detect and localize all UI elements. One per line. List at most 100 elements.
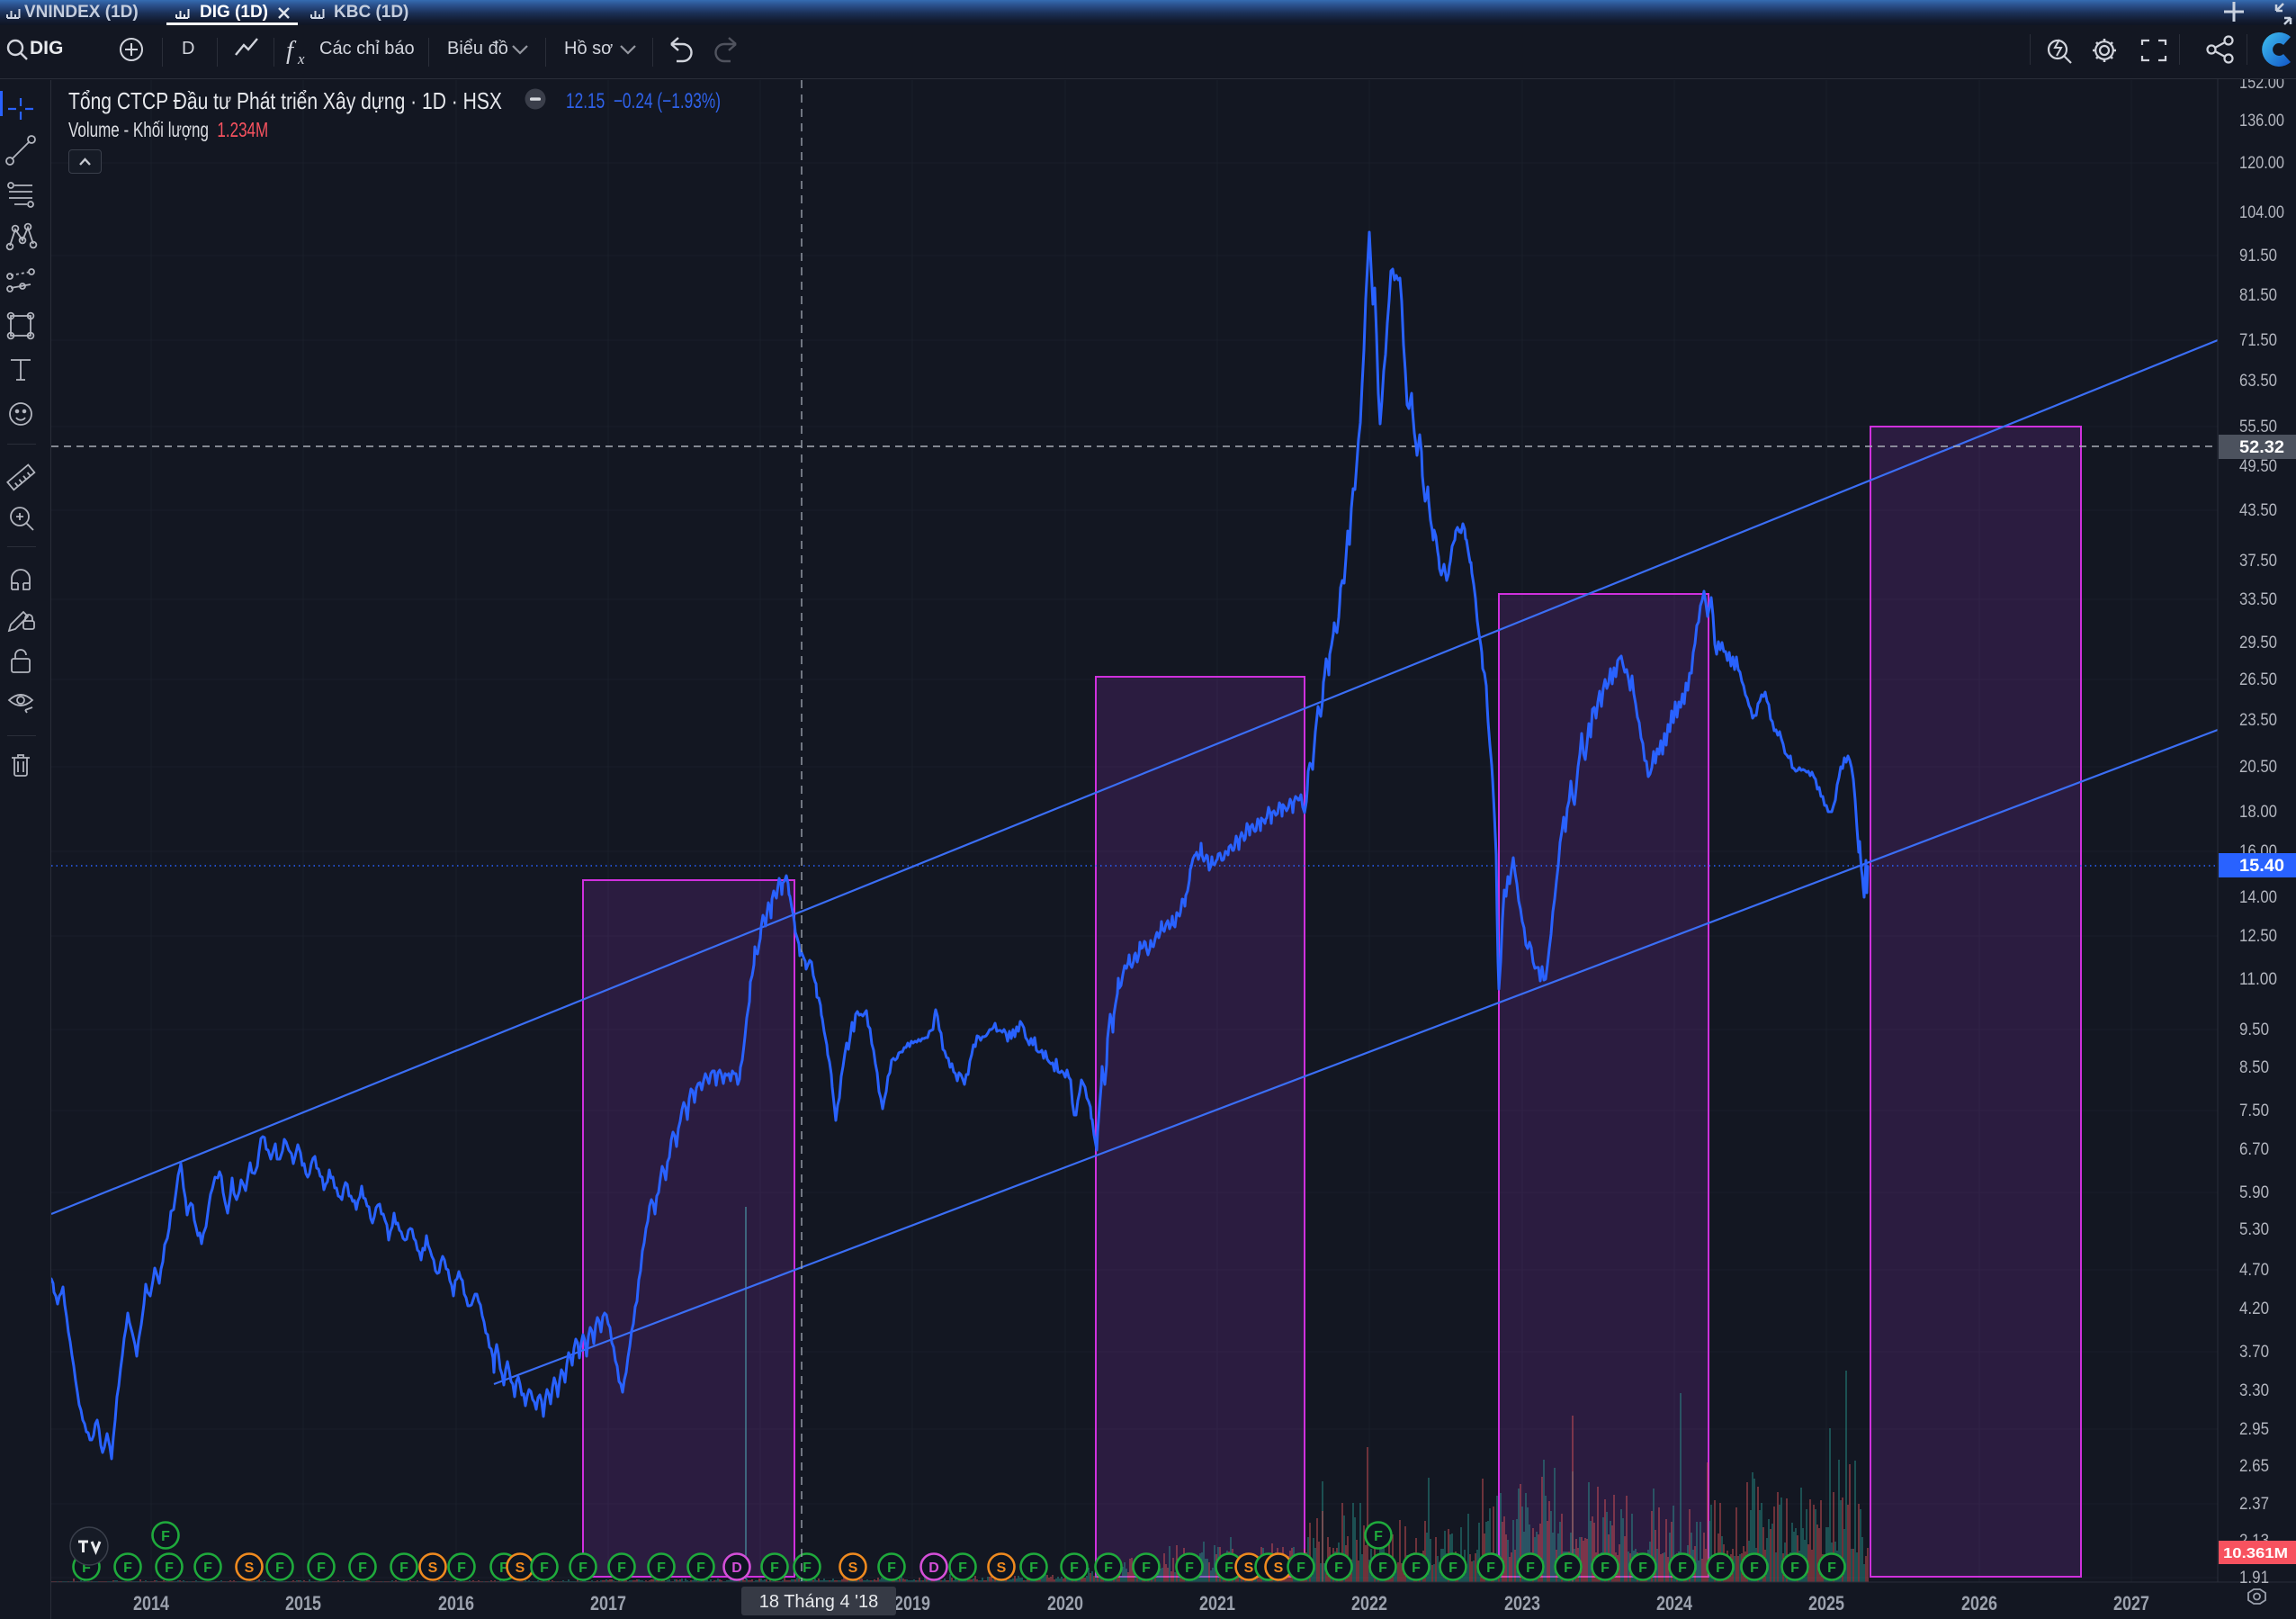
svg-text:71.50: 71.50 (2239, 331, 2277, 350)
svg-text:14.00: 14.00 (2239, 888, 2277, 907)
svg-text:2019: 2019 (894, 1592, 930, 1615)
svg-text:2026: 2026 (1961, 1592, 1997, 1615)
svg-text:2021: 2021 (1199, 1592, 1235, 1615)
svg-text:F: F (457, 1561, 466, 1576)
svg-text:37.50: 37.50 (2239, 552, 2277, 571)
svg-text:33.50: 33.50 (2239, 590, 2277, 609)
svg-text:F: F (1378, 1561, 1387, 1576)
svg-text:S: S (428, 1561, 438, 1576)
svg-text:F: F (1601, 1561, 1610, 1576)
svg-text:F: F (770, 1561, 779, 1576)
svg-text:S: S (1244, 1561, 1254, 1576)
svg-text:F: F (1029, 1561, 1038, 1576)
svg-text:F: F (1678, 1561, 1687, 1576)
svg-text:F: F (1142, 1561, 1151, 1576)
svg-text:x: x (297, 50, 305, 67)
svg-text:3.30: 3.30 (2239, 1381, 2269, 1400)
svg-text:F: F (1334, 1561, 1343, 1576)
svg-text:26.50: 26.50 (2239, 670, 2277, 689)
svg-text:15.40: 15.40 (2239, 857, 2284, 876)
svg-text:2024: 2024 (1656, 1592, 1693, 1615)
svg-text:F: F (1638, 1561, 1647, 1576)
svg-text:152.00: 152.00 (2239, 79, 2284, 93)
svg-text:4.20: 4.20 (2239, 1300, 2269, 1318)
svg-text:2023: 2023 (1504, 1592, 1540, 1615)
svg-text:18.00: 18.00 (2239, 803, 2277, 822)
svg-text:2022: 2022 (1351, 1592, 1387, 1615)
svg-text:F: F (657, 1561, 666, 1576)
svg-text:1.91: 1.91 (2239, 1569, 2269, 1588)
svg-text:F: F (617, 1561, 626, 1576)
svg-text:10.361M: 10.361M (2223, 1546, 2288, 1561)
svg-text:3.70: 3.70 (2239, 1343, 2269, 1362)
svg-text:12.50: 12.50 (2239, 927, 2277, 946)
svg-text:136.00: 136.00 (2239, 112, 2284, 130)
svg-text:F: F (499, 1561, 508, 1576)
svg-text:55.50: 55.50 (2239, 418, 2277, 436)
svg-text:2014: 2014 (133, 1592, 170, 1615)
svg-text:F: F (958, 1561, 967, 1576)
svg-text:49.50: 49.50 (2239, 457, 2277, 476)
svg-text:120.00: 120.00 (2239, 154, 2284, 173)
svg-text:2017: 2017 (590, 1592, 626, 1615)
svg-text:63.50: 63.50 (2239, 372, 2277, 391)
svg-text:F: F (803, 1561, 812, 1576)
svg-text:5.90: 5.90 (2239, 1183, 2269, 1202)
svg-text:104.00: 104.00 (2239, 203, 2284, 222)
svg-text:43.50: 43.50 (2239, 501, 2277, 520)
svg-text:D: D (928, 1561, 939, 1576)
svg-text:11.00: 11.00 (2239, 970, 2277, 989)
svg-text:2.37: 2.37 (2239, 1495, 2269, 1514)
svg-text:F: F (1296, 1561, 1305, 1576)
svg-text:52.32: 52.32 (2239, 438, 2284, 457)
svg-text:F: F (1486, 1561, 1495, 1576)
svg-text:F: F (1716, 1561, 1725, 1576)
svg-text:F: F (399, 1561, 408, 1576)
svg-text:F: F (1412, 1561, 1421, 1576)
svg-text:F: F (1185, 1561, 1194, 1576)
svg-text:23.50: 23.50 (2239, 711, 2277, 730)
svg-text:f: f (286, 36, 297, 65)
svg-text:S: S (245, 1561, 255, 1576)
svg-text:F: F (1526, 1561, 1535, 1576)
svg-text:7.50: 7.50 (2239, 1102, 2269, 1120)
svg-text:F: F (161, 1529, 170, 1544)
svg-text:91.50: 91.50 (2239, 247, 2277, 265)
svg-text:2025: 2025 (1808, 1592, 1844, 1615)
svg-text:F: F (82, 1561, 91, 1576)
svg-text:6.70: 6.70 (2239, 1140, 2269, 1159)
svg-text:F: F (1448, 1561, 1457, 1576)
svg-text:F: F (696, 1561, 705, 1576)
svg-text:F: F (887, 1561, 896, 1576)
svg-text:2.65: 2.65 (2239, 1457, 2269, 1476)
svg-text:F: F (123, 1561, 132, 1576)
svg-text:F: F (165, 1561, 174, 1576)
svg-text:2015: 2015 (285, 1592, 321, 1615)
svg-text:D: D (731, 1561, 742, 1576)
svg-text:29.50: 29.50 (2239, 634, 2277, 652)
svg-text:20.50: 20.50 (2239, 758, 2277, 777)
svg-text:81.50: 81.50 (2239, 286, 2277, 305)
svg-text:S: S (997, 1561, 1007, 1576)
svg-text:F: F (1750, 1561, 1759, 1576)
svg-text:2027: 2027 (2113, 1592, 2149, 1615)
svg-text:5.30: 5.30 (2239, 1220, 2269, 1239)
svg-text:F: F (540, 1561, 549, 1576)
svg-text:4.70: 4.70 (2239, 1261, 2269, 1280)
svg-text:F: F (317, 1561, 326, 1576)
svg-text:2016: 2016 (438, 1592, 474, 1615)
svg-text:2.95: 2.95 (2239, 1420, 2269, 1439)
svg-text:9.50: 9.50 (2239, 1021, 2269, 1039)
svg-text:F: F (1224, 1561, 1233, 1576)
svg-text:F: F (1374, 1529, 1383, 1544)
svg-text:S: S (516, 1561, 525, 1576)
svg-text:2020: 2020 (1047, 1592, 1083, 1615)
svg-text:8.50: 8.50 (2239, 1058, 2269, 1077)
svg-text:18 Tháng 4 '18: 18 Tháng 4 '18 (759, 1592, 878, 1612)
svg-text:F: F (275, 1561, 284, 1576)
svg-text:S: S (1274, 1561, 1284, 1576)
svg-text:S: S (848, 1561, 858, 1576)
svg-text:F: F (1827, 1561, 1836, 1576)
svg-text:F: F (358, 1561, 367, 1576)
svg-text:F: F (1564, 1561, 1573, 1576)
